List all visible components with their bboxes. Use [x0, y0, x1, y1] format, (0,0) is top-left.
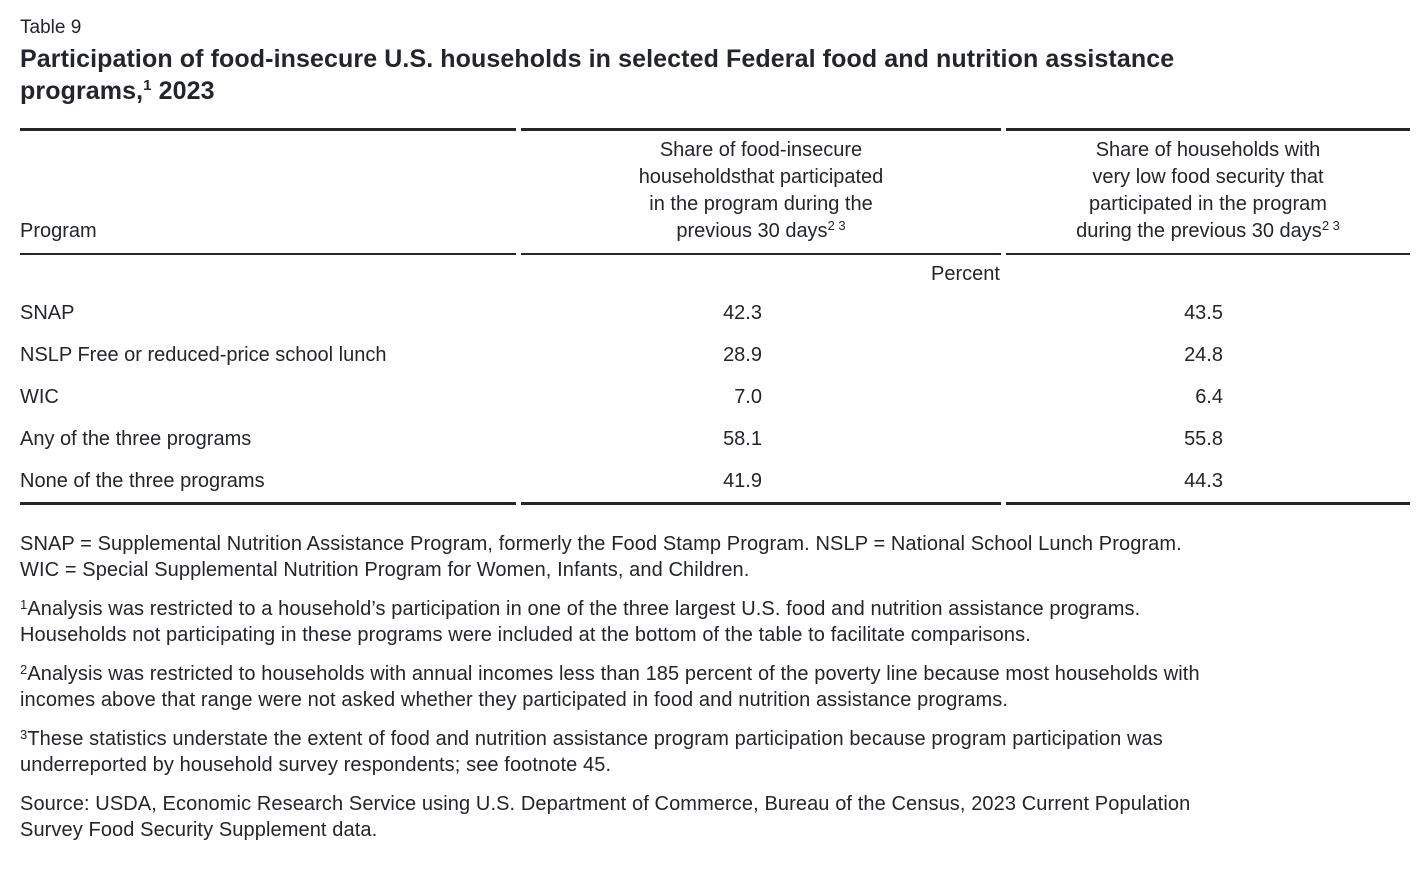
footnote-2: 2Analysis was restricted to households w… — [20, 661, 1415, 713]
col-header-share-very-low: Share of households with very low food s… — [1006, 128, 1410, 255]
value-share-food-insecure: 7.0 — [734, 386, 762, 408]
table-row-snap: SNAP 42.3 43.5 — [20, 292, 1410, 334]
table-row-wic: WIC 7.0 6.4 — [20, 376, 1410, 418]
unit-row: Percent — [20, 255, 1410, 292]
program-name: Any of the three programs — [20, 428, 252, 450]
value-share-food-insecure: 58.1 — [723, 428, 762, 450]
value-share-food-insecure: 42.3 — [723, 302, 762, 324]
program-name: WIC — [20, 386, 59, 408]
title-footnote-ref: 1 — [143, 77, 152, 94]
footnote-1: 1Analysis was restricted to a household’… — [20, 596, 1415, 648]
footnote-2-text: Analysis was restricted to households wi… — [20, 663, 1200, 711]
footnote-3: 3These statistics understate the extent … — [20, 726, 1415, 778]
footnote-1-marker: 1 — [20, 597, 28, 612]
footnote-1-text: Analysis was restricted to a household’s… — [20, 598, 1141, 646]
table-row-any-program: Any of the three programs 58.1 55.8 — [20, 418, 1410, 460]
program-name: None of the three programs — [20, 460, 516, 505]
participation-table: Program Share of food-insecure household… — [15, 128, 1415, 505]
abbreviations-note: SNAP = Supplemental Nutrition Assistance… — [20, 533, 1182, 581]
col-header-footnote-refs: 2 3 — [827, 218, 846, 233]
value-share-food-insecure: 28.9 — [723, 344, 762, 366]
table-title-year: 2023 — [151, 77, 215, 105]
unit-label: Percent — [931, 263, 1000, 285]
footnote-3-marker: 3 — [20, 727, 28, 742]
table-row-nslp: NSLP Free or reduced-price school lunch … — [20, 334, 1410, 376]
footnote-2-marker: 2 — [20, 662, 28, 677]
table-number-label: Table 9 — [20, 17, 82, 38]
table-notes: SNAP = Supplemental Nutrition Assistance… — [20, 531, 1415, 843]
unit-row-empty-cell — [20, 255, 516, 292]
source-note: Source: USDA, Economic Research Service … — [20, 793, 1191, 841]
table-title: Participation of food-insecure U.S. hous… — [20, 43, 1410, 107]
table-row-none-program: None of the three programs 41.9 44.3 — [20, 460, 1410, 505]
col-header-share-food-insecure-label: Share of food-insecure householdsthat pa… — [638, 139, 884, 242]
col-header-share-very-low-label: Share of households with very low food s… — [1076, 139, 1327, 242]
value-share-very-low: 55.8 — [1184, 428, 1223, 450]
col-header-share-food-insecure: Share of food-insecure householdsthat pa… — [521, 128, 1001, 255]
value-share-very-low: 44.3 — [1006, 460, 1410, 505]
program-name: NSLP Free or reduced-price school lunch — [20, 344, 387, 366]
footnote-3-text: These statistics understate the extent o… — [20, 728, 1163, 776]
column-header-row: Program Share of food-insecure household… — [20, 128, 1410, 255]
col-header-footnote-refs: 2 3 — [1321, 218, 1340, 233]
col-header-program: Program — [20, 128, 516, 255]
value-share-very-low: 43.5 — [1184, 302, 1223, 324]
program-name: SNAP — [20, 302, 75, 324]
table-title-text: Participation of food-insecure U.S. hous… — [20, 45, 1175, 105]
value-share-very-low: 6.4 — [1195, 386, 1223, 408]
value-share-food-insecure: 41.9 — [521, 460, 1001, 505]
value-share-very-low: 24.8 — [1184, 344, 1223, 366]
